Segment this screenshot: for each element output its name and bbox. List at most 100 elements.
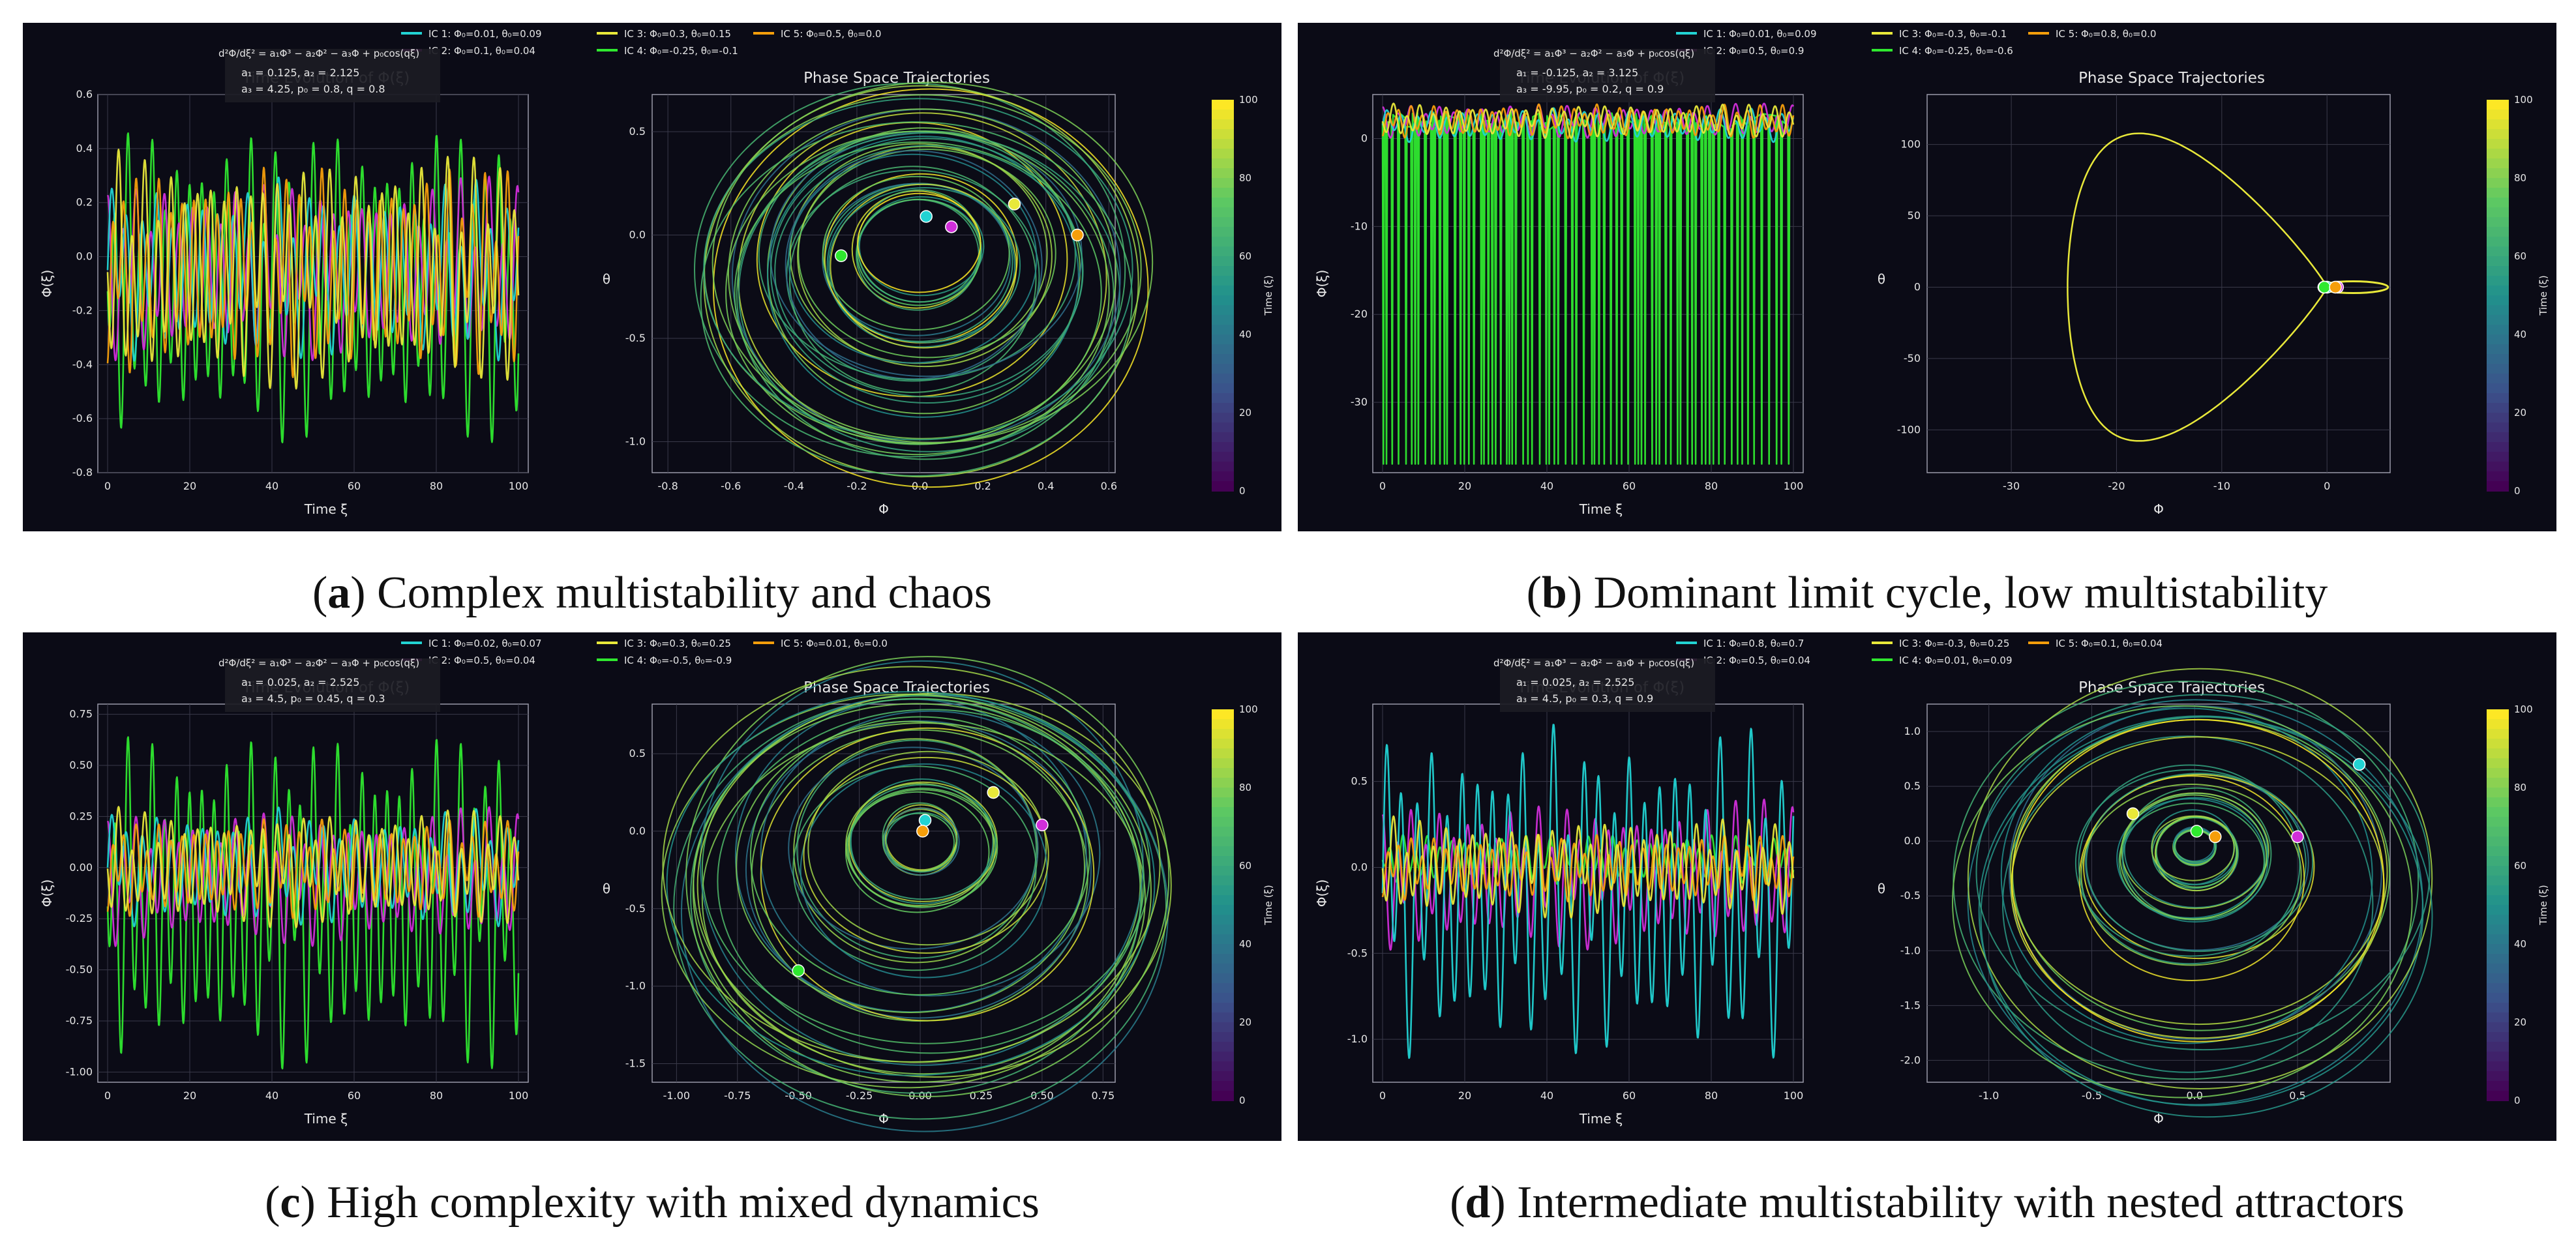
colorbar-band: [1212, 768, 1234, 778]
phase-ytick-label: -0.5: [1900, 889, 1921, 902]
colorbar-band: [2487, 168, 2509, 179]
caption-c: (c) High complexity with mixed dynamics: [265, 1177, 1040, 1228]
phase-ytick-label: 0.5: [1904, 780, 1921, 792]
colorbar-band: [2487, 895, 2509, 906]
phase-xtick-label: -0.50: [785, 1089, 812, 1102]
caption-b: (b) Dominant limit cycle, low multistabi…: [1526, 568, 2328, 618]
colorbar-band: [2487, 788, 2509, 798]
equation-box-bg: [225, 49, 440, 102]
colorbar: 100 80 60 40 20 0 Time (ξ): [1212, 94, 1274, 497]
phase-plot-ylabel: θ: [603, 881, 610, 896]
colorbar-band: [2487, 856, 2509, 866]
colorbar-label: Time (ξ): [2538, 275, 2549, 316]
colorbar-band: [2487, 993, 2509, 1003]
phase-trajectory-ring-3: [2121, 797, 2269, 923]
colorbar-band: [1212, 788, 1234, 798]
time-ytick-label: -0.2: [72, 304, 93, 316]
colorbar-tick-label: 0: [1239, 485, 1246, 497]
params-line-1: a₁ = -0.125, a₂ = 3.125: [1516, 66, 1638, 79]
colorbar-band: [2487, 758, 2509, 769]
colorbar-tick-label: 60: [2514, 860, 2526, 872]
colorbar-band: [2487, 1012, 2509, 1023]
phase-trajectory-ring-5: [717, 709, 1145, 1054]
colorbar: 100 80 60 40 20 0 Time (ξ): [2487, 94, 2549, 497]
time-plot-ylabel: Φ(ξ): [39, 879, 55, 908]
time-plot-ylabel: Φ(ξ): [1314, 879, 1330, 908]
phase-plot-xlabel: Φ: [878, 1111, 889, 1127]
time-xtick-label: 60: [348, 480, 361, 492]
caption-d-letter: d: [1465, 1177, 1491, 1228]
time-xtick-label: 60: [348, 1089, 361, 1102]
phase-ytick-label: 0.0: [1904, 834, 1921, 847]
phase-plot-frame: [651, 703, 1116, 1083]
colorbar-band: [2487, 866, 2509, 876]
time-ytick-label: -0.50: [66, 964, 93, 976]
colorbar-band: [2487, 315, 2509, 325]
colorbar-band: [1212, 1091, 1234, 1101]
time-series-ic3: [1381, 102, 1795, 140]
caption-d-text: Intermediate multistability with nested …: [1517, 1177, 2404, 1228]
phase-trajectory-ring-4: [770, 138, 1083, 404]
colorbar-band: [1212, 846, 1234, 857]
colorbar-band: [1212, 354, 1234, 364]
time-ytick-label: 0.0: [1351, 861, 1368, 873]
colorbar-band: [2487, 797, 2509, 808]
colorbar-band: [2487, 836, 2509, 847]
colorbar-band: [2487, 139, 2509, 149]
ic-marker-4: [835, 249, 848, 262]
phase-trajectory-ring-1: [858, 196, 985, 297]
phase-trajectory-ring-5: [725, 130, 1110, 456]
colorbar-band: [2487, 227, 2509, 237]
colorbar-band: [1212, 139, 1234, 149]
equation-box-bg: [225, 658, 440, 712]
colorbar-band: [1212, 719, 1234, 730]
colorbar-band: [2487, 217, 2509, 228]
colorbar-tick-label: 80: [2514, 782, 2526, 793]
phase-ytick-label: -1.5: [625, 1057, 646, 1069]
colorbar-tick-label: 0: [1239, 1095, 1246, 1106]
equation-box-bg: [1500, 658, 1715, 712]
colorbar-tick-label: 80: [2514, 172, 2526, 184]
colorbar-tick-label: 40: [2514, 329, 2526, 340]
legend-label: IC 5: Φ₀=0.1, θ₀=0.04: [2056, 638, 2163, 649]
phase-xtick-label: 0.2: [974, 480, 991, 492]
legend-label: IC 3: Φ₀=-0.3, θ₀=0.25: [1899, 638, 2009, 649]
colorbar-band: [1212, 158, 1234, 169]
caption-c-letter: c: [280, 1177, 301, 1228]
phase-ytick-label: 0.0: [629, 229, 646, 241]
colorbar-band: [2487, 462, 2509, 472]
colorbar-band: [2487, 973, 2509, 984]
colorbar-band: [1212, 973, 1234, 984]
phase-trajectory-ring-3: [788, 166, 1037, 393]
colorbar-band: [2487, 876, 2509, 886]
colorbar-band: [1212, 944, 1234, 954]
colorbar-band: [2487, 432, 2509, 443]
phase-trajectory-ring-1: [883, 808, 960, 876]
phase-xtick-label: 0.0: [2186, 1089, 2202, 1102]
colorbar-band: [2487, 817, 2509, 827]
colorbar-band: [2487, 403, 2509, 413]
colorbar-band: [2487, 119, 2509, 130]
colorbar-band: [1212, 393, 1234, 404]
time-xtick-label: 100: [1784, 1089, 1804, 1102]
colorbar-band: [1212, 256, 1234, 267]
phase-ytick-label: 1.0: [1904, 725, 1921, 737]
legend-label: IC 3: Φ₀=0.3, θ₀=0.15: [624, 28, 731, 40]
colorbar-band: [2487, 100, 2509, 110]
colorbar-band: [2487, 729, 2509, 739]
legend-label: IC 1: Φ₀=0.01, θ₀=0.09: [428, 28, 542, 40]
colorbar-band: [2487, 778, 2509, 788]
caption-b-text: Dominant limit cycle, low multistability: [1593, 568, 2328, 618]
colorbar-band: [2487, 924, 2509, 935]
phase-xtick-label: 0.4: [1038, 480, 1054, 492]
colorbar-band: [2487, 286, 2509, 296]
time-xtick-label: 100: [509, 480, 529, 492]
colorbar-band: [2487, 1042, 2509, 1052]
colorbar: 100 80 60 40 20 0 Time (ξ): [2487, 703, 2549, 1106]
colorbar-tick-label: 100: [1239, 94, 1258, 106]
colorbar-tick-label: 100: [2514, 94, 2533, 106]
phase-trajectory-ring-6: [696, 692, 1172, 1078]
colorbar-band: [1212, 374, 1234, 384]
phase-ytick-label: -2.0: [1900, 1054, 1921, 1066]
legend: IC 1: Φ₀=0.8, θ₀=0.7 IC 2: Φ₀=0.5, θ₀=0.0…: [1676, 638, 2163, 666]
